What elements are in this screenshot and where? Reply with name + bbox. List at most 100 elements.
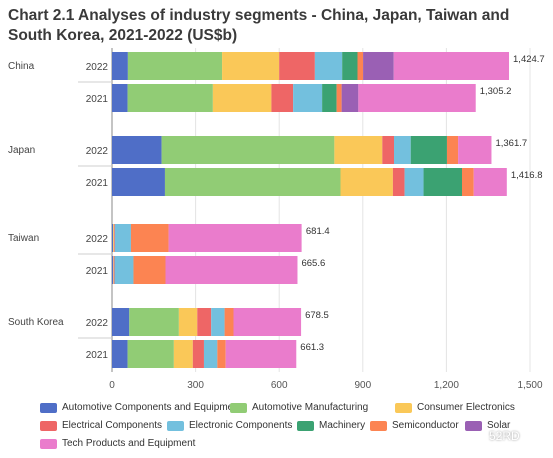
total-label: 1,361.7 — [495, 138, 527, 149]
legend-swatch — [167, 420, 184, 431]
legend-swatch — [297, 420, 314, 431]
legend-label: Solar — [487, 420, 511, 431]
x-tick-label: 300 — [187, 380, 204, 391]
bar-segment — [357, 52, 364, 80]
legend-label: Electrical Components — [62, 420, 163, 431]
bar-segment — [113, 224, 115, 252]
bar-segment — [173, 340, 193, 368]
bar-segment — [393, 52, 510, 80]
bar-segment — [334, 136, 383, 164]
year-label: 2021 — [86, 94, 109, 105]
legend-label: Electronic Components — [189, 420, 293, 431]
bar-segment — [279, 52, 315, 80]
bar-segment — [164, 168, 341, 196]
bar-segment — [168, 224, 302, 252]
bar-segment — [114, 224, 131, 252]
total-label: 1,416.8 — [511, 170, 543, 181]
bar-segment — [446, 136, 459, 164]
legend-label: Machinery — [319, 420, 366, 431]
bar-segment — [127, 340, 174, 368]
bar-segment — [222, 52, 280, 80]
bar-segment — [129, 308, 179, 336]
bar-segment — [293, 84, 323, 112]
bar-segment — [392, 168, 405, 196]
total-label: 678.5 — [305, 310, 329, 321]
bar-segment — [178, 308, 198, 336]
year-label: 2021 — [86, 350, 109, 361]
legend-label: Automotive Manufacturing — [252, 402, 369, 413]
bar-segment — [112, 168, 165, 196]
legend-item[interactable]: Machinery — [297, 420, 365, 431]
year-label: 2022 — [86, 146, 109, 157]
bar-segment — [410, 136, 447, 164]
total-label: 661.3 — [300, 342, 324, 353]
bar-segment — [404, 168, 424, 196]
bar-segment — [233, 308, 302, 336]
legend-label: Tech Products and Equipment — [62, 438, 196, 449]
year-label: 2021 — [86, 178, 109, 189]
bar-segment — [112, 224, 114, 252]
bar-segment — [133, 256, 166, 284]
bar-segment — [112, 136, 162, 164]
bar-segment — [127, 52, 223, 80]
bar-segment — [112, 340, 128, 368]
legend-item[interactable]: Automotive Manufacturing — [230, 402, 368, 413]
watermark: 52RD — [489, 429, 520, 443]
total-label: 665.6 — [301, 258, 325, 269]
x-tick-label: 1,500 — [517, 380, 542, 391]
legend-item[interactable]: Consumer Electronics — [395, 402, 515, 413]
group-label: Taiwan — [8, 233, 39, 244]
bar-segment — [340, 168, 393, 196]
bar-chart: 0 300 600 900 1,200 1,500 China 2022 1,424.7 2021… — [8, 48, 545, 391]
x-tick-label: 0 — [109, 380, 115, 391]
bar-segment — [112, 308, 130, 336]
year-label: 2022 — [86, 62, 109, 73]
total-label: 681.4 — [306, 226, 330, 237]
legend-swatch — [40, 438, 57, 449]
legend-item[interactable]: Solar — [465, 420, 510, 431]
bar-segment — [363, 52, 394, 80]
legend-swatch — [370, 420, 387, 431]
bar-segment — [462, 168, 474, 196]
bar-segment — [336, 84, 342, 112]
legend-item[interactable]: Semiconductor — [370, 420, 459, 431]
year-label: 2022 — [86, 318, 109, 329]
group-label: Japan — [8, 145, 35, 156]
legend-item[interactable]: Tech Products and Equipment — [40, 438, 195, 449]
total-label: 1,305.2 — [480, 86, 512, 97]
legend-item[interactable]: Electronic Components — [167, 420, 292, 431]
bar-segment — [130, 224, 169, 252]
bar-segment — [322, 84, 337, 112]
bar-segment — [423, 168, 463, 196]
x-tick-label: 900 — [354, 380, 371, 391]
group-label: China — [8, 61, 35, 72]
bar-segment — [203, 340, 218, 368]
bar-segment — [314, 52, 343, 80]
bar-segment — [382, 136, 395, 164]
legend-item[interactable]: Electrical Components — [40, 420, 162, 431]
chart-title: Chart 2.1 Analyses of industry segments … — [8, 7, 510, 44]
bar-segment — [112, 52, 128, 80]
legend-swatch — [395, 402, 412, 413]
year-label: 2022 — [86, 234, 109, 245]
legend-swatch — [40, 420, 57, 431]
bar-segment — [217, 340, 226, 368]
x-tick-label: 1,200 — [434, 380, 459, 391]
bar-segment — [341, 84, 359, 112]
bar-segment — [225, 340, 297, 368]
bar-segment — [271, 84, 294, 112]
group-label: South Korea — [8, 317, 64, 328]
legend-item[interactable]: Automotive Components and Equipment — [40, 402, 242, 413]
x-tick-label: 600 — [271, 380, 288, 391]
bar-segment — [113, 224, 114, 252]
bar-segment — [112, 256, 114, 284]
bar-segment — [127, 84, 213, 112]
legend-swatch — [230, 402, 247, 413]
bar-segment — [114, 256, 134, 284]
legend-label: Semiconductor — [392, 420, 459, 431]
total-label: 1,424.7 — [513, 54, 545, 65]
bar-segment — [161, 136, 335, 164]
legend-swatch — [40, 402, 57, 413]
bar-segment — [473, 168, 507, 196]
